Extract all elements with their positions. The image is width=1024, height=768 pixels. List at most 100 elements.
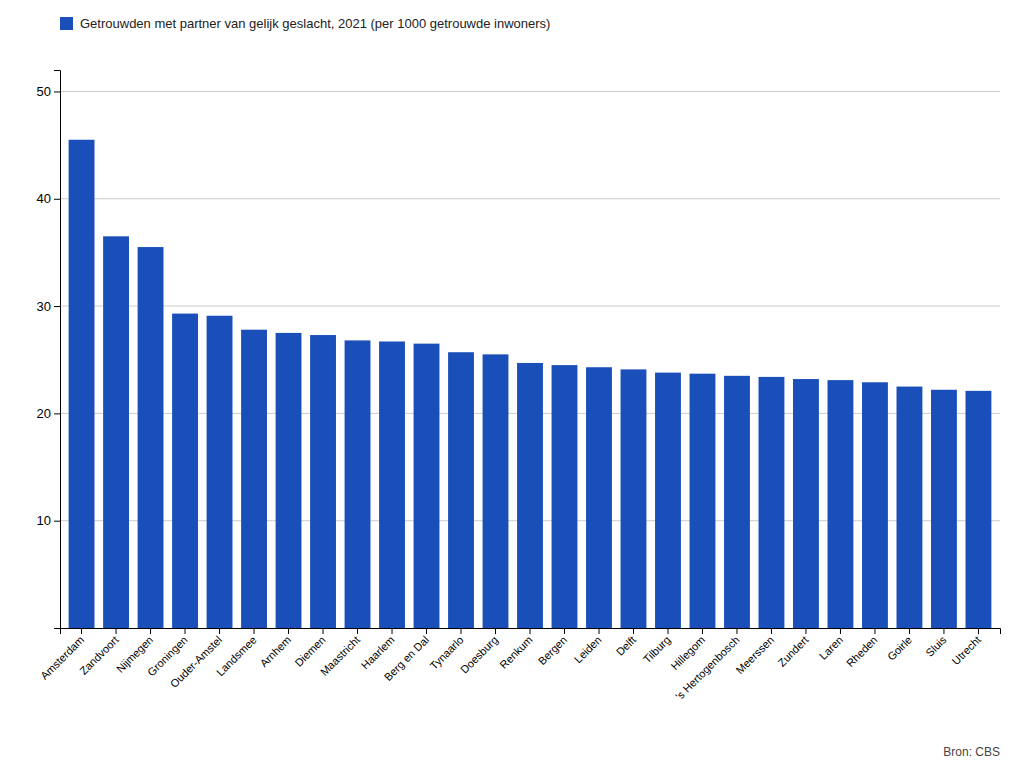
bar: [862, 382, 888, 628]
x-tick-mark: [840, 628, 841, 634]
x-tick-label: Landsmee: [214, 634, 259, 679]
x-tick-mark: [633, 628, 634, 634]
x-tick: Arnhem: [257, 628, 293, 669]
grid-line: [60, 198, 1000, 199]
x-tick-label: Zandvoort: [77, 634, 121, 678]
legend-item: Getrouwden met partner van gelijk geslac…: [60, 16, 550, 31]
bar: [897, 387, 923, 628]
source-note: Bron: CBS: [943, 745, 1000, 759]
x-tick-label: Berg en Dal: [382, 634, 432, 684]
x-tick-label: Delft: [614, 634, 638, 658]
x-tick: 's Hertogenbosch: [673, 628, 742, 702]
x-tick-mark: [909, 628, 910, 634]
bar: [69, 140, 95, 628]
bar: [414, 344, 440, 628]
x-tick: Rheden: [844, 628, 880, 669]
x-tick-mark: [81, 628, 82, 634]
bar: [103, 236, 129, 628]
y-tick: 30: [37, 299, 60, 314]
x-tick-label: Doesburg: [458, 634, 500, 676]
x-tick-label: Bergen: [536, 634, 570, 668]
bar: [172, 314, 198, 628]
x-tick-mark: [564, 628, 565, 634]
x-tick-mark: [323, 628, 324, 634]
x-tick-mark: [461, 628, 462, 634]
x-tick-mark: [495, 628, 496, 634]
x-axis: AmsterdamZandvoortNijmegenGroningenOuder…: [38, 628, 1001, 702]
x-tick: Goirle: [885, 628, 914, 663]
x-axis-line: [61, 629, 1001, 635]
x-tick-mark: [219, 628, 220, 634]
y-tick-mark: [54, 199, 60, 200]
x-tick: Maastricht: [318, 628, 362, 678]
y-tick: 20: [37, 406, 60, 421]
y-tick: 50: [37, 84, 60, 99]
x-tick: Berg en Dal: [382, 628, 432, 683]
x-tick-mark: [771, 628, 772, 634]
x-tick-label: Laren: [817, 634, 845, 662]
x-tick-label: Amsterdam: [38, 634, 86, 682]
x-tick-mark: [357, 628, 358, 634]
legend: Getrouwden met partner van gelijk geslac…: [60, 16, 550, 31]
bar: [241, 330, 267, 628]
x-tick-mark: [116, 628, 117, 634]
bar: [724, 376, 750, 628]
x-tick-mark: [978, 628, 979, 634]
grid-line: [60, 306, 1000, 307]
grid-line: [60, 91, 1000, 92]
bar: [379, 341, 405, 628]
bar: [276, 333, 302, 628]
x-tick: Zandvoort: [77, 628, 121, 677]
y-axis: 1020304050: [37, 71, 61, 629]
x-tick-mark: [805, 628, 806, 634]
x-tick: Sluis: [923, 628, 949, 659]
bars: [69, 140, 992, 628]
bar: [793, 379, 819, 628]
bar: [690, 374, 716, 628]
x-tick: Diemen: [292, 628, 327, 669]
bar: [621, 369, 647, 628]
x-tick-label: Arnhem: [257, 634, 293, 670]
x-tick-label: Leiden: [572, 634, 604, 666]
bar: [552, 365, 578, 628]
bar: [586, 367, 612, 628]
bar: [207, 316, 233, 628]
x-tick: Zundert: [775, 628, 810, 669]
y-tick: 10: [37, 513, 60, 528]
x-tick-mark: [392, 628, 393, 634]
y-tick-mark: [54, 91, 60, 92]
x-tick: Meerssen: [733, 628, 776, 676]
x-tick-label: Sluis: [923, 633, 949, 659]
x-tick: Tilburg: [641, 628, 673, 665]
x-tick: Doesburg: [458, 628, 500, 676]
x-tick: Utrecht: [950, 628, 984, 667]
x-tick: Delft: [614, 628, 638, 658]
y-tick-mark: [54, 521, 60, 522]
x-tick-mark: [185, 628, 186, 634]
bar: [931, 390, 957, 628]
y-tick-label: 50: [37, 84, 51, 99]
x-tick-mark: [254, 628, 255, 634]
x-tick: Leiden: [572, 628, 604, 665]
x-tick-label: Renkum: [497, 634, 534, 671]
x-tick-mark: [598, 628, 599, 634]
bar: [655, 373, 681, 628]
x-tick-label: Ouder-Amstel: [168, 634, 224, 690]
x-tick-label: 's Hertogenbosch: [673, 634, 742, 703]
x-tick: Laren: [817, 628, 845, 662]
x-tick-label: Goirle: [885, 634, 914, 663]
x-tick-label: Utrecht: [950, 634, 984, 668]
bar: [759, 377, 785, 628]
x-tick-label: Maastricht: [318, 634, 362, 678]
bar: [966, 391, 992, 628]
bar: [345, 340, 371, 628]
x-tick-label: Tilburg: [641, 634, 673, 666]
x-tick: Ouder-Amstel: [168, 628, 224, 690]
y-tick-mark: [54, 306, 60, 307]
y-tick-label: 20: [37, 406, 51, 421]
plot: 1020304050AmsterdamZandvoortNijmegenGron…: [37, 71, 1001, 703]
bar: [483, 354, 509, 628]
legend-label: Getrouwden met partner van gelijk geslac…: [80, 16, 550, 31]
y-tick-label: 10: [37, 513, 51, 528]
x-tick-label: Rheden: [844, 634, 880, 670]
